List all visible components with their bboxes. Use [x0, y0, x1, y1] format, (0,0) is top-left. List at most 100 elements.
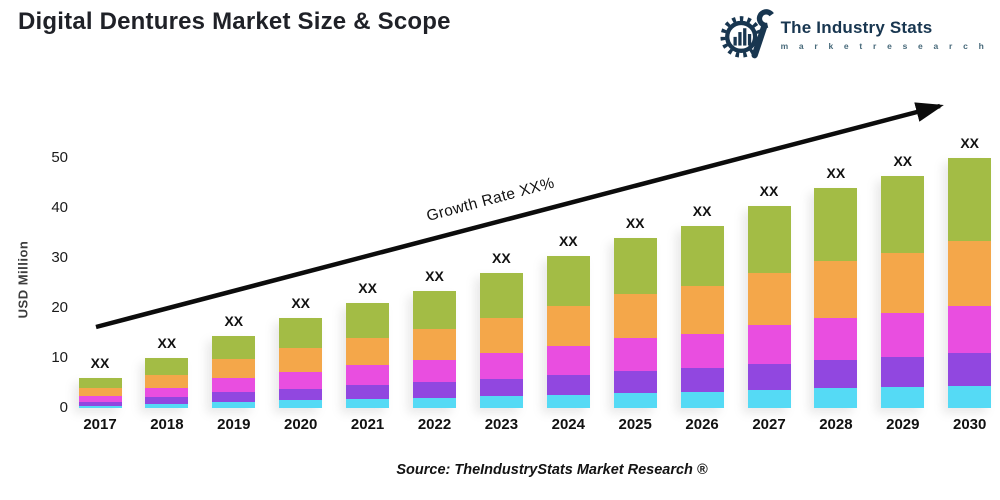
bar-value-label-2028: XX	[826, 165, 846, 181]
y-tick-label-20: 20	[51, 299, 68, 316]
bar-2017-segment-purple	[78, 401, 122, 406]
bar-2017-segment-orange	[78, 388, 122, 396]
bar-2020	[279, 318, 323, 408]
growth-rate-label: Growth Rate XX%	[424, 174, 557, 226]
bar-2021-segment-green	[346, 303, 390, 338]
bar-value-label-2018: XX	[157, 335, 177, 351]
bar-value-label-2030: XX	[960, 135, 980, 151]
bar-2020-segment-orange	[279, 348, 323, 372]
bar-2029-segment-orange	[881, 252, 925, 313]
bar-2021-segment-purple	[346, 385, 390, 399]
x-tick-label-2022: 2022	[417, 416, 452, 433]
bar-2019-segment-orange	[212, 359, 256, 378]
x-tick-label-2021: 2021	[350, 416, 385, 433]
bar-2021-segment-magenta	[346, 365, 390, 385]
bar-value-label-2027: XX	[759, 182, 779, 199]
x-tick-label-2030: 2030	[953, 416, 987, 433]
bar-2022-segment-green	[413, 290, 456, 329]
bar-value-label-2017: XX	[90, 355, 110, 371]
bar-2019	[212, 335, 256, 408]
bar-2018-segment-purple	[145, 397, 189, 404]
bar-2023	[479, 273, 523, 408]
bar-value-label-2019: XX	[224, 312, 244, 329]
bar-2017-segment-cyan	[78, 405, 122, 408]
bar-2024-segment-green	[546, 255, 590, 306]
bar-2030-segment-cyan	[948, 385, 992, 408]
bar-2017	[78, 378, 122, 408]
bar-2019-segment-magenta	[212, 378, 256, 392]
bar-2024-segment-orange	[546, 306, 590, 346]
bar-2025	[613, 238, 657, 408]
gear-wrench-logo-icon	[720, 9, 775, 59]
bar-2026-segment-purple	[680, 368, 724, 392]
bar-2020-segment-purple	[279, 388, 323, 400]
bar-2030-segment-purple	[948, 353, 992, 386]
bar-2026-segment-orange	[680, 286, 724, 334]
bar-2028	[814, 188, 858, 408]
x-tick-label-2020: 2020	[284, 416, 318, 433]
bar-2023-segment-green	[479, 273, 523, 318]
bar-value-label-2021: XX	[358, 280, 377, 296]
bar-value-label-2020: XX	[291, 295, 311, 311]
bar-2018-segment-orange	[145, 374, 189, 388]
bar-2029-segment-cyan	[881, 387, 925, 408]
bar-2026	[680, 225, 724, 408]
bar-2023-segment-cyan	[479, 396, 523, 408]
bar-2029	[881, 175, 925, 408]
bar-2027-segment-purple	[747, 363, 791, 390]
bar-2022-segment-magenta	[413, 359, 456, 382]
bar-2028-segment-magenta	[814, 317, 858, 360]
y-tick-label-10: 10	[51, 349, 68, 366]
x-tick-label-2029: 2029	[886, 416, 920, 433]
bar-2030-segment-green	[948, 158, 992, 241]
bar-2028-segment-cyan	[814, 388, 858, 408]
page-title: Digital Dentures Market Size & Scope	[18, 8, 451, 35]
bar-2025-segment-magenta	[613, 338, 657, 371]
bar-2019-segment-green	[212, 335, 256, 359]
bar-2023-segment-purple	[479, 378, 523, 396]
bar-2020-segment-magenta	[279, 371, 323, 389]
bar-2020-segment-green	[279, 318, 323, 348]
bar-2025-segment-cyan	[613, 392, 657, 408]
bar-2017-segment-green	[78, 378, 122, 388]
bar-value-label-2024: XX	[558, 232, 578, 249]
bar-2024-segment-magenta	[546, 345, 590, 375]
x-tick-label-2024: 2024	[551, 416, 585, 433]
y-tick-label-50: 50	[51, 149, 68, 166]
bar-value-label-2023: XX	[492, 250, 511, 266]
bar-2027-segment-orange	[747, 272, 791, 325]
bar-2024-segment-purple	[546, 374, 590, 395]
bar-2022-segment-cyan	[413, 397, 456, 408]
bar-2026-segment-magenta	[680, 333, 724, 368]
bar-2022-segment-orange	[413, 329, 456, 360]
x-tick-label-2019: 2019	[217, 416, 251, 433]
bar-2025-segment-green	[613, 238, 657, 294]
bar-2022-segment-purple	[413, 382, 456, 398]
bar-2022	[413, 290, 456, 408]
logo-name: The Industry Stats	[780, 17, 933, 37]
industry-stats-logo: The Industry Stats m a r k e t r e s e a…	[717, 8, 988, 60]
bar-2021-segment-orange	[346, 337, 390, 365]
x-tick-label-2026: 2026	[685, 416, 719, 433]
bar-2025-segment-orange	[613, 294, 657, 338]
y-tick-label-40: 40	[51, 199, 68, 216]
bar-2028-segment-green	[814, 188, 858, 261]
bar-2027-segment-green	[747, 205, 791, 273]
logo-tagline: m a r k e t r e s e a r c h	[780, 40, 988, 51]
bar-2025-segment-purple	[613, 370, 657, 393]
bar-2024-segment-cyan	[546, 394, 590, 408]
bar-value-label-2026: XX	[692, 202, 712, 219]
x-tick-label-2023: 2023	[484, 416, 519, 433]
bar-2029-segment-purple	[881, 357, 925, 387]
bar-value-label-2029: XX	[893, 152, 913, 169]
x-tick-label-2028: 2028	[819, 416, 853, 433]
x-tick-label-2018: 2018	[150, 416, 184, 433]
bar-2019-segment-purple	[212, 392, 256, 402]
bar-2028-segment-orange	[814, 260, 858, 318]
bar-2019-segment-cyan	[212, 401, 256, 408]
bar-2023-segment-orange	[479, 318, 523, 353]
bar-2030-segment-magenta	[948, 305, 992, 353]
logo-text: The Industry Stats m a r k e t r e s e a…	[781, 18, 988, 51]
bar-2030-segment-orange	[948, 240, 992, 306]
bar-2020-segment-cyan	[279, 400, 323, 408]
